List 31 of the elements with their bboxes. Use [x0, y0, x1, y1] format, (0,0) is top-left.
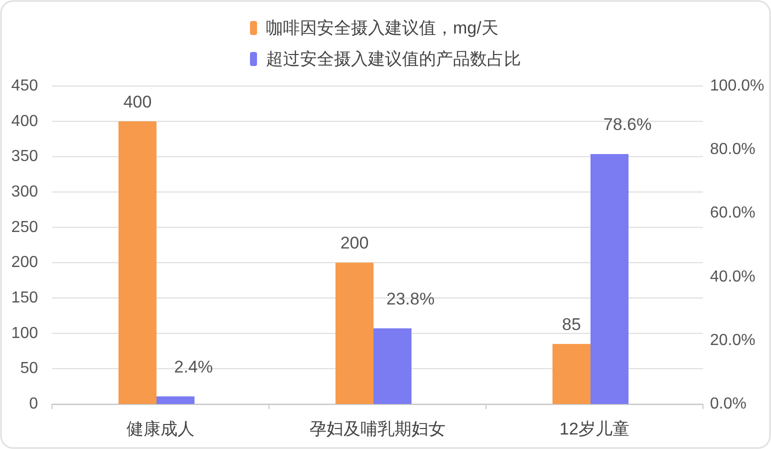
- bar: [118, 121, 156, 404]
- y-tick-label: 50: [20, 360, 38, 378]
- y2-tick-label: 0.0%: [710, 396, 746, 412]
- y-tick-label: 350: [11, 148, 38, 166]
- y-tick-label: 200: [11, 254, 38, 272]
- legend-label: 超过安全摄入建议值的产品数占比: [266, 50, 521, 68]
- y-tick-label: 300: [11, 184, 38, 200]
- data-label: 85: [562, 314, 581, 334]
- y-tick-label: 0: [29, 396, 38, 412]
- y-tick-label: 400: [11, 112, 38, 130]
- y2-tick-label: 40.0%: [710, 268, 756, 286]
- data-label: 400: [123, 92, 152, 112]
- x-tick-label: 健康成人: [126, 420, 194, 438]
- y2-tick-label: 100.0%: [710, 78, 764, 94]
- y-tick-label: 250: [11, 218, 38, 236]
- bar: [156, 396, 194, 404]
- data-label: 78.6%: [603, 115, 652, 134]
- y2-tick-label: 20.0%: [710, 332, 756, 349]
- data-label: 2.4%: [174, 357, 213, 376]
- x-tick-label: 孕妇及哺乳期妇女: [310, 420, 446, 438]
- x-tick-label: 12岁儿童: [560, 420, 630, 438]
- data-label: 200: [340, 234, 369, 253]
- y-tick-label: 150: [11, 290, 38, 306]
- bar: [590, 154, 628, 404]
- y2-tick-label: 60.0%: [710, 204, 756, 222]
- y-tick-label: 450: [11, 78, 38, 94]
- y2-tick-label: 80.0%: [710, 141, 756, 158]
- y-tick-label: 100: [11, 324, 38, 342]
- data-label: 23.8%: [386, 289, 435, 308]
- legend-label: 咖啡因安全摄入建议值，mg/天: [266, 18, 498, 38]
- bar: [552, 344, 590, 404]
